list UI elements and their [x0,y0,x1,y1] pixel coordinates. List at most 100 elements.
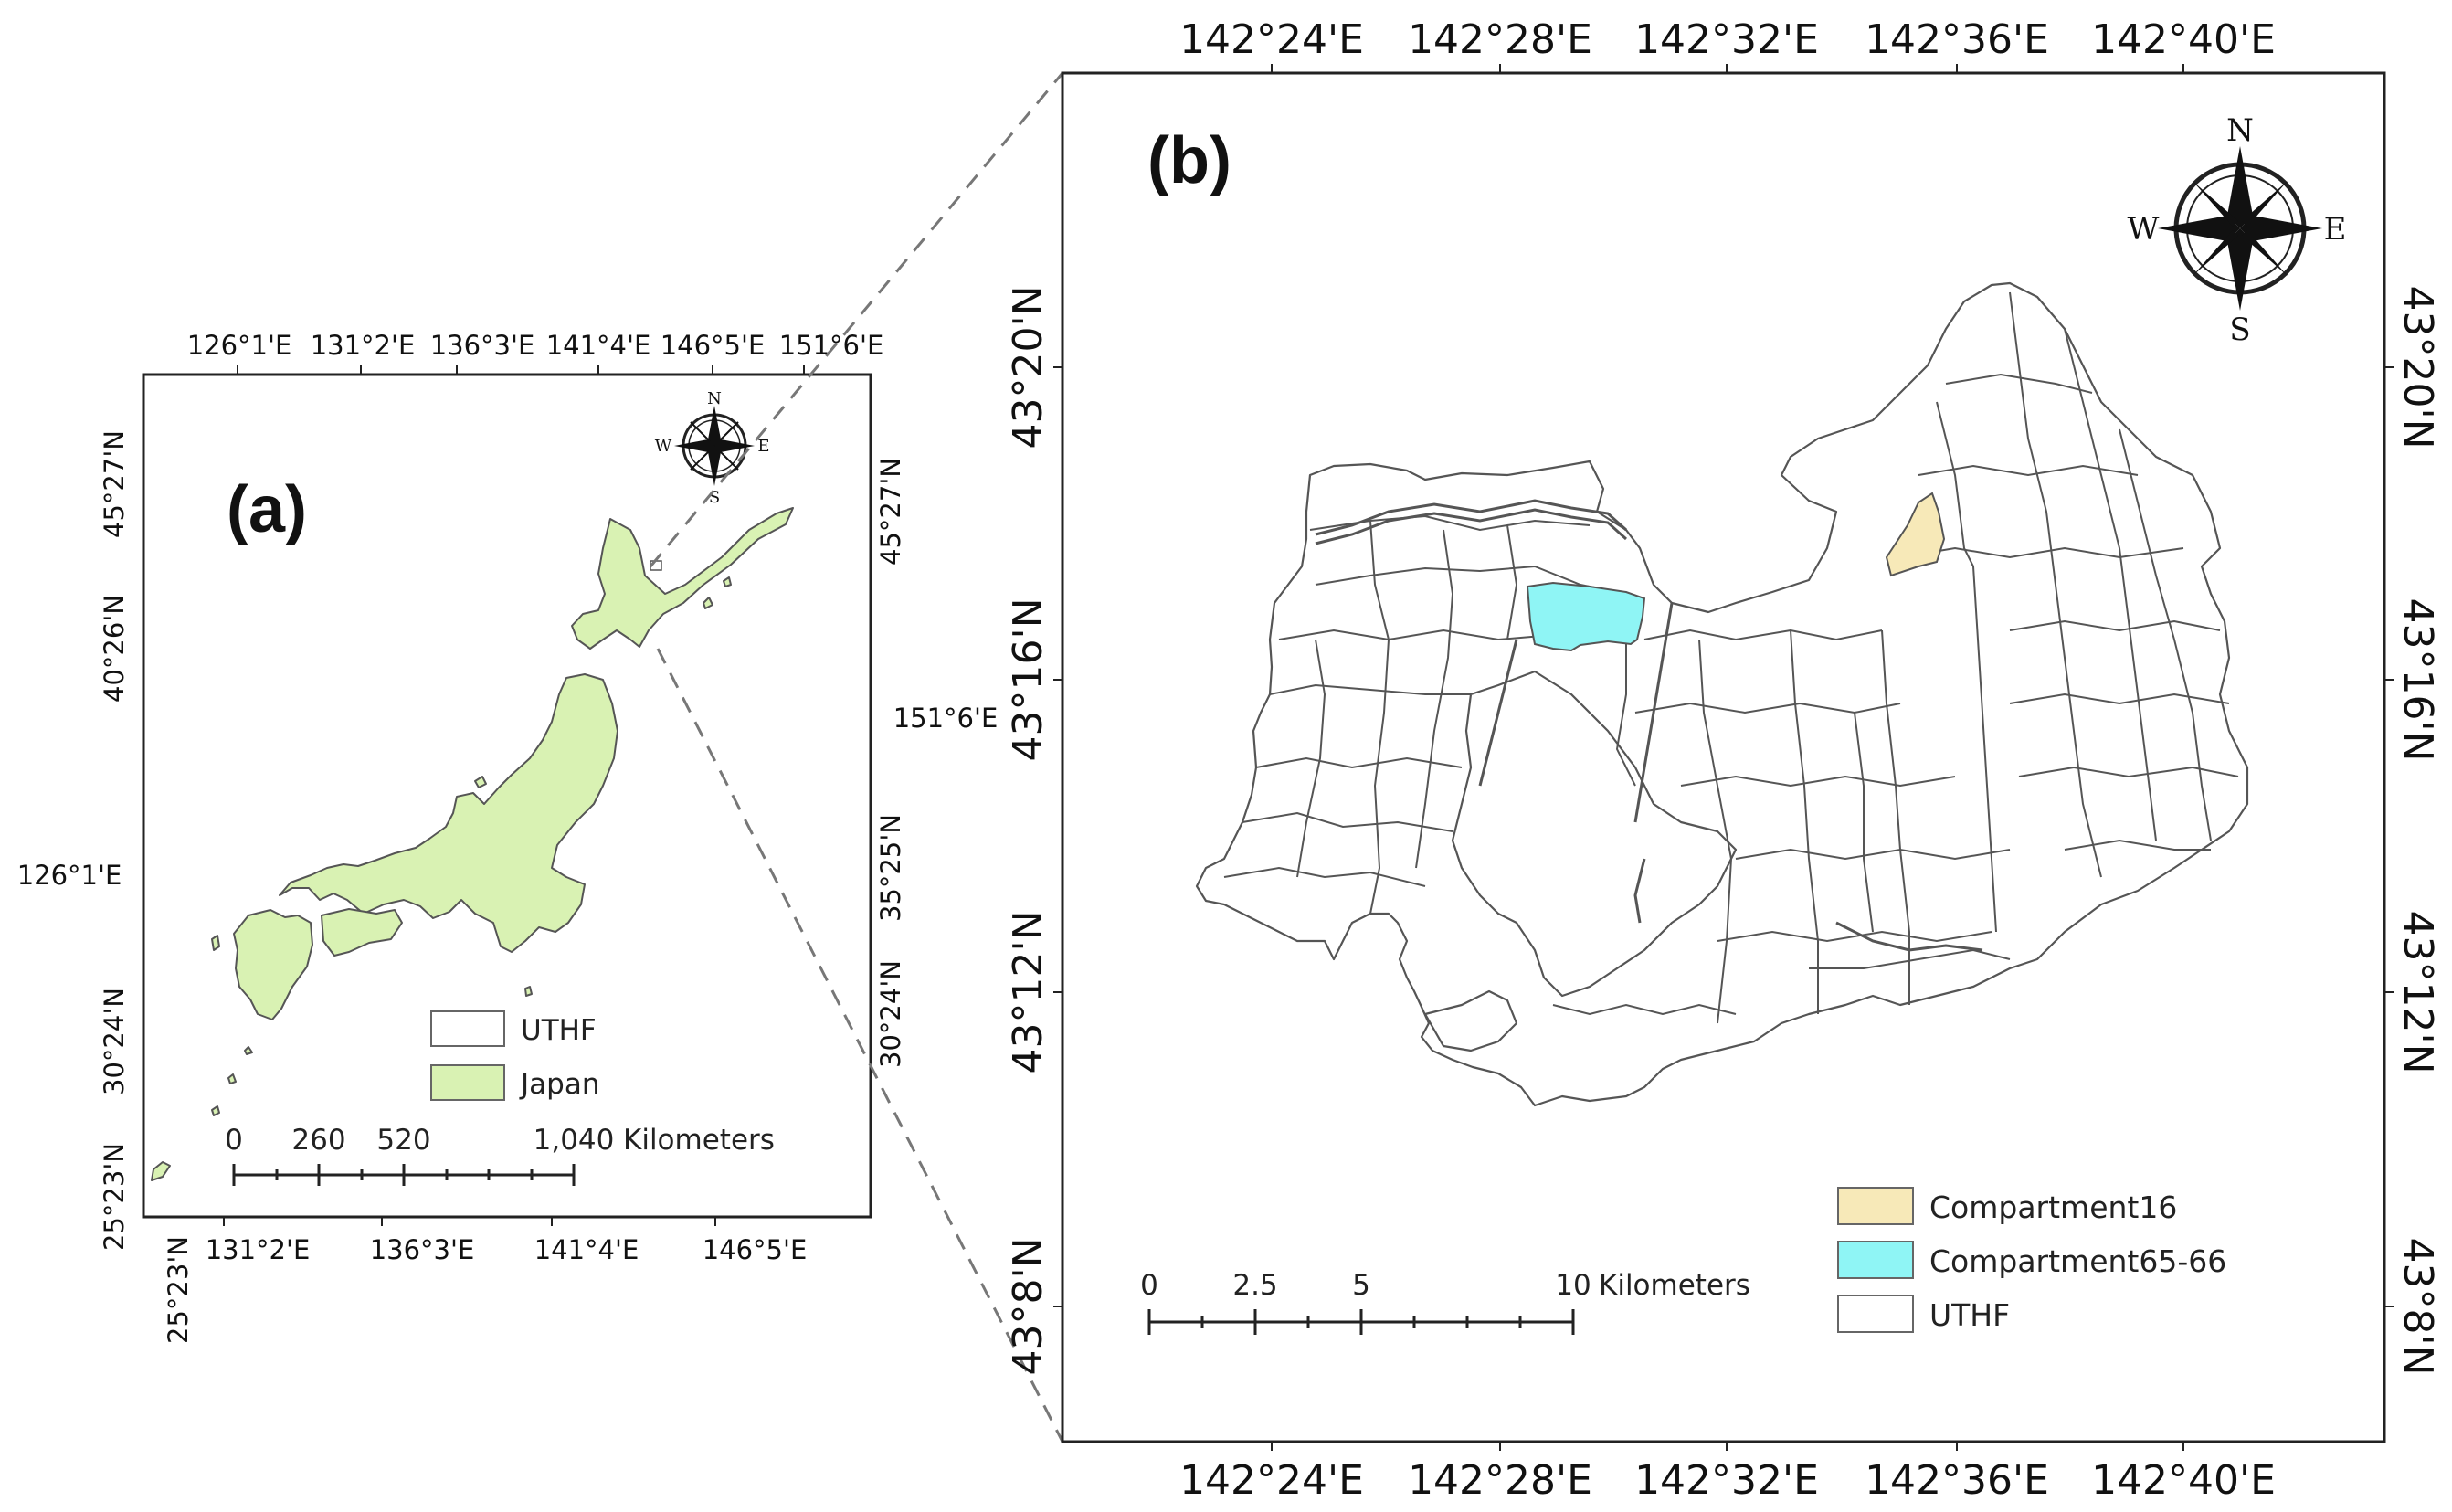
okinawa [151,1161,171,1181]
panel-b-bottom-tick-3: 142°36'E [1865,1457,2049,1504]
panel-a-bottom-tick-1: 136°3'E [370,1234,475,1265]
panel-b-left-tick-0: 43°20'N [1005,286,1052,449]
compass-a-n: N [707,389,722,408]
panel-b-bottom-tick-0: 142°24'E [1179,1457,1364,1504]
panel-b-label: (b) [1147,124,1231,197]
hokkaido [571,507,794,650]
panel-a-left-tick-4: 25°23'N [99,1143,130,1251]
panel-b-ticks [1053,64,2394,1451]
panel-b-left-tick-1: 43°16'N [1005,598,1052,762]
legend-a-swatch-japan [430,1064,505,1101]
panel-a: 126°1'E 131°2'E 136°3'E 141°4'E 146°5'E … [17,330,999,1344]
ryukyu-1 [211,1105,220,1116]
panel-a-left-tick-0: 45°27'N [99,430,130,538]
legend-b-label-uthf: UTHF [1929,1297,2010,1333]
scale-a-tick-0: 0 [225,1124,243,1157]
scale-b-unit: Kilometers [1599,1269,1750,1302]
scale-a-unit: Kilometers [623,1124,775,1157]
panel-b-left-tick-3: 43°8'N [1005,1238,1052,1376]
zoom-connectors [649,72,1064,1443]
compass-a: N S E W [655,389,770,507]
legend-b: Compartment16 Compartment65-66 UTHF [1837,1187,2226,1333]
panel-a-top-tick-2: 136°3'E [430,330,535,361]
tsushima [211,935,220,951]
panel-a-left-tick-1: 40°26'N [99,595,130,703]
legend-a: UTHF Japan [430,1010,599,1101]
scale-bar-b [1147,1309,1575,1335]
sado-island [474,776,487,788]
panel-a-label: (a) [227,473,307,546]
connector-bottom [656,648,1064,1443]
scale-a-tick-3: 1,040 [534,1124,615,1157]
panel-b-bottom-tick-4: 142°40'E [2091,1457,2276,1504]
panel-b-bottom-tick-1: 142°28'E [1408,1457,1592,1504]
legend-b-swatch-compartment6566 [1837,1241,1914,1279]
panel-a-top-tick-5: 151°6'E [779,330,884,361]
sw-lobe [1423,989,1518,1052]
kuril-2 [723,576,732,587]
scale-a-tick-1: 260 [291,1124,345,1157]
scale-a-tick-2: 520 [376,1124,430,1157]
compass-a-w: W [655,437,672,456]
compass-b-w: W [2128,211,2160,248]
panel-b-right-tick-3: 43°8'N [2394,1238,2441,1376]
panel-a-right-tick-1: 151°6'E [893,703,999,734]
panel-a-top-tick-3: 141°4'E [546,330,651,361]
compass-b: N S E W [2128,112,2347,348]
panel-a-bottom-tick-0: 131°2'E [206,1234,311,1265]
panel-a-top-tick-4: 146°5'E [661,330,766,361]
kyushu [233,909,313,1020]
legend-a-label-japan: Japan [519,1068,599,1101]
panel-a-ticks [223,365,805,1226]
panel-a-bottom-tick-2: 141°4'E [534,1234,639,1265]
compartment-boundaries [1223,291,2239,1024]
scale-b-tick-0: 0 [1140,1269,1158,1302]
ryukyu-3 [244,1046,253,1055]
uthf-outline [1195,281,2249,1107]
scale-b-tick-3: 10 [1555,1269,1591,1302]
panel-b-right-tick-0: 43°20'N [2394,286,2441,449]
compartment-65-66 [1526,581,1646,652]
connector-top [649,72,1064,567]
panel-b-bottom-tick-2: 142°32'E [1634,1457,1819,1504]
kuril-1 [703,597,713,609]
panel-b-top-tick-0: 142°24'E [1179,16,1364,63]
compartment-16 [1885,492,1946,577]
panel-b-top-tick-1: 142°28'E [1408,16,1592,63]
panel-a-bottom-left-extra: 25°23'N [163,1236,194,1344]
uthf-map [1195,281,2249,1107]
legend-a-label-uthf: UTHF [521,1014,597,1047]
panel-a-right-tick-2: 35°25'N [875,814,906,922]
honshu [279,673,618,953]
panel-b-top-tick-2: 142°32'E [1634,16,1819,63]
scale-b-tick-2: 5 [1352,1269,1370,1302]
panel-b-right-tick-2: 43°12'N [2394,911,2441,1074]
panel-a-top-tick-1: 131°2'E [311,330,416,361]
compass-a-s: S [709,488,720,507]
japan-map [151,507,794,1181]
panel-a-top-tick-0: 126°1'E [187,330,292,361]
izu-island [524,986,533,997]
central-lake [1451,670,1738,998]
legend-b-label-compartment16: Compartment16 [1929,1190,2177,1225]
compass-b-n: N [2226,112,2254,149]
compass-a-e: E [757,437,769,456]
legend-b-label-compartment6566: Compartment65-66 [1929,1243,2226,1279]
panel-b-right-tick-1: 43°16'N [2394,598,2441,762]
compass-b-e: E [2324,211,2347,248]
compass-b-s: S [2229,312,2250,348]
panel-a-bottom-tick-3: 146°5'E [703,1234,808,1265]
ryukyu-2 [227,1073,237,1084]
scale-b-tick-1: 2.5 [1232,1269,1277,1302]
panel-a-left-tick-3: 30°24'N [99,988,130,1095]
panel-a-left-tick-2: 126°1'E [17,860,122,891]
rivers [1315,499,1983,952]
panel-a-right-tick-0: 45°27'N [875,458,906,566]
panel-b-left-tick-2: 43°12'N [1005,911,1052,1074]
scale-bar-a [232,1164,576,1186]
shikoku [321,908,403,957]
legend-a-swatch-uthf [430,1010,505,1047]
legend-b-swatch-compartment16 [1837,1187,1914,1225]
panel-b-top-tick-4: 142°40'E [2091,16,2276,63]
